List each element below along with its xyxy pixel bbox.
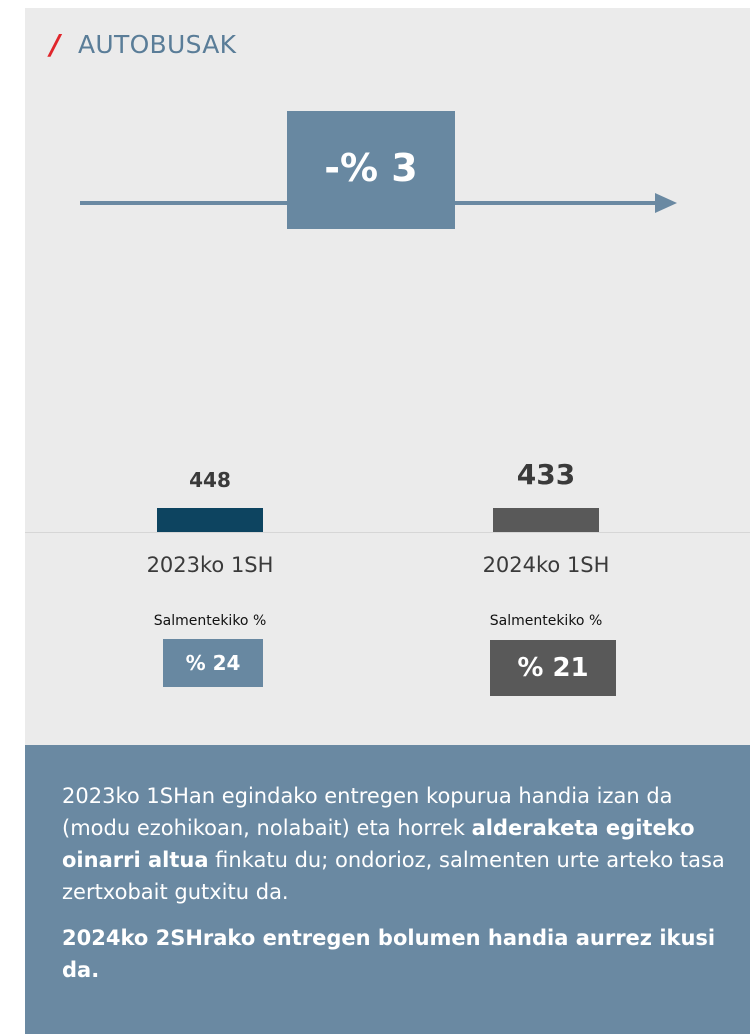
period-label: 2024ko 1SH [482, 553, 610, 577]
change-box: -% 3 [287, 111, 455, 229]
bold-text: 2024ko 2SHrako entregen bolumen handia a… [62, 926, 716, 982]
arrow-head [655, 193, 677, 213]
text: finkatu du; ondorioz, salmenten urte art… [62, 848, 725, 904]
baseline [25, 532, 750, 533]
value-label: 448 [189, 468, 231, 492]
bold-text: alderaketa egiteko oinarri altua [62, 816, 695, 872]
accent-slash: / [50, 28, 61, 61]
share-box: % 24 [163, 639, 263, 687]
bar [157, 508, 263, 532]
paragraph: 2024ko 2SHrako entregen bolumen handia a… [62, 922, 732, 986]
value-label: 433 [516, 458, 576, 491]
paragraph: 2023ko 1SHan egindako entregen kopurua h… [62, 780, 732, 908]
share-caption: Salmentekiko % [489, 613, 603, 629]
text: 2023ko 1SHan egindako entregen kopurua h… [62, 784, 673, 840]
share-box: % 21 [490, 640, 616, 696]
note-text: 2023ko 1SHan egindako entregen kopurua h… [62, 780, 732, 1000]
bar [493, 508, 599, 532]
title: AUTOBUSAK [78, 30, 237, 59]
note-panel [25, 745, 750, 1034]
share-caption: Salmentekiko % [153, 613, 267, 629]
period-label: 2023ko 1SH [146, 553, 274, 577]
